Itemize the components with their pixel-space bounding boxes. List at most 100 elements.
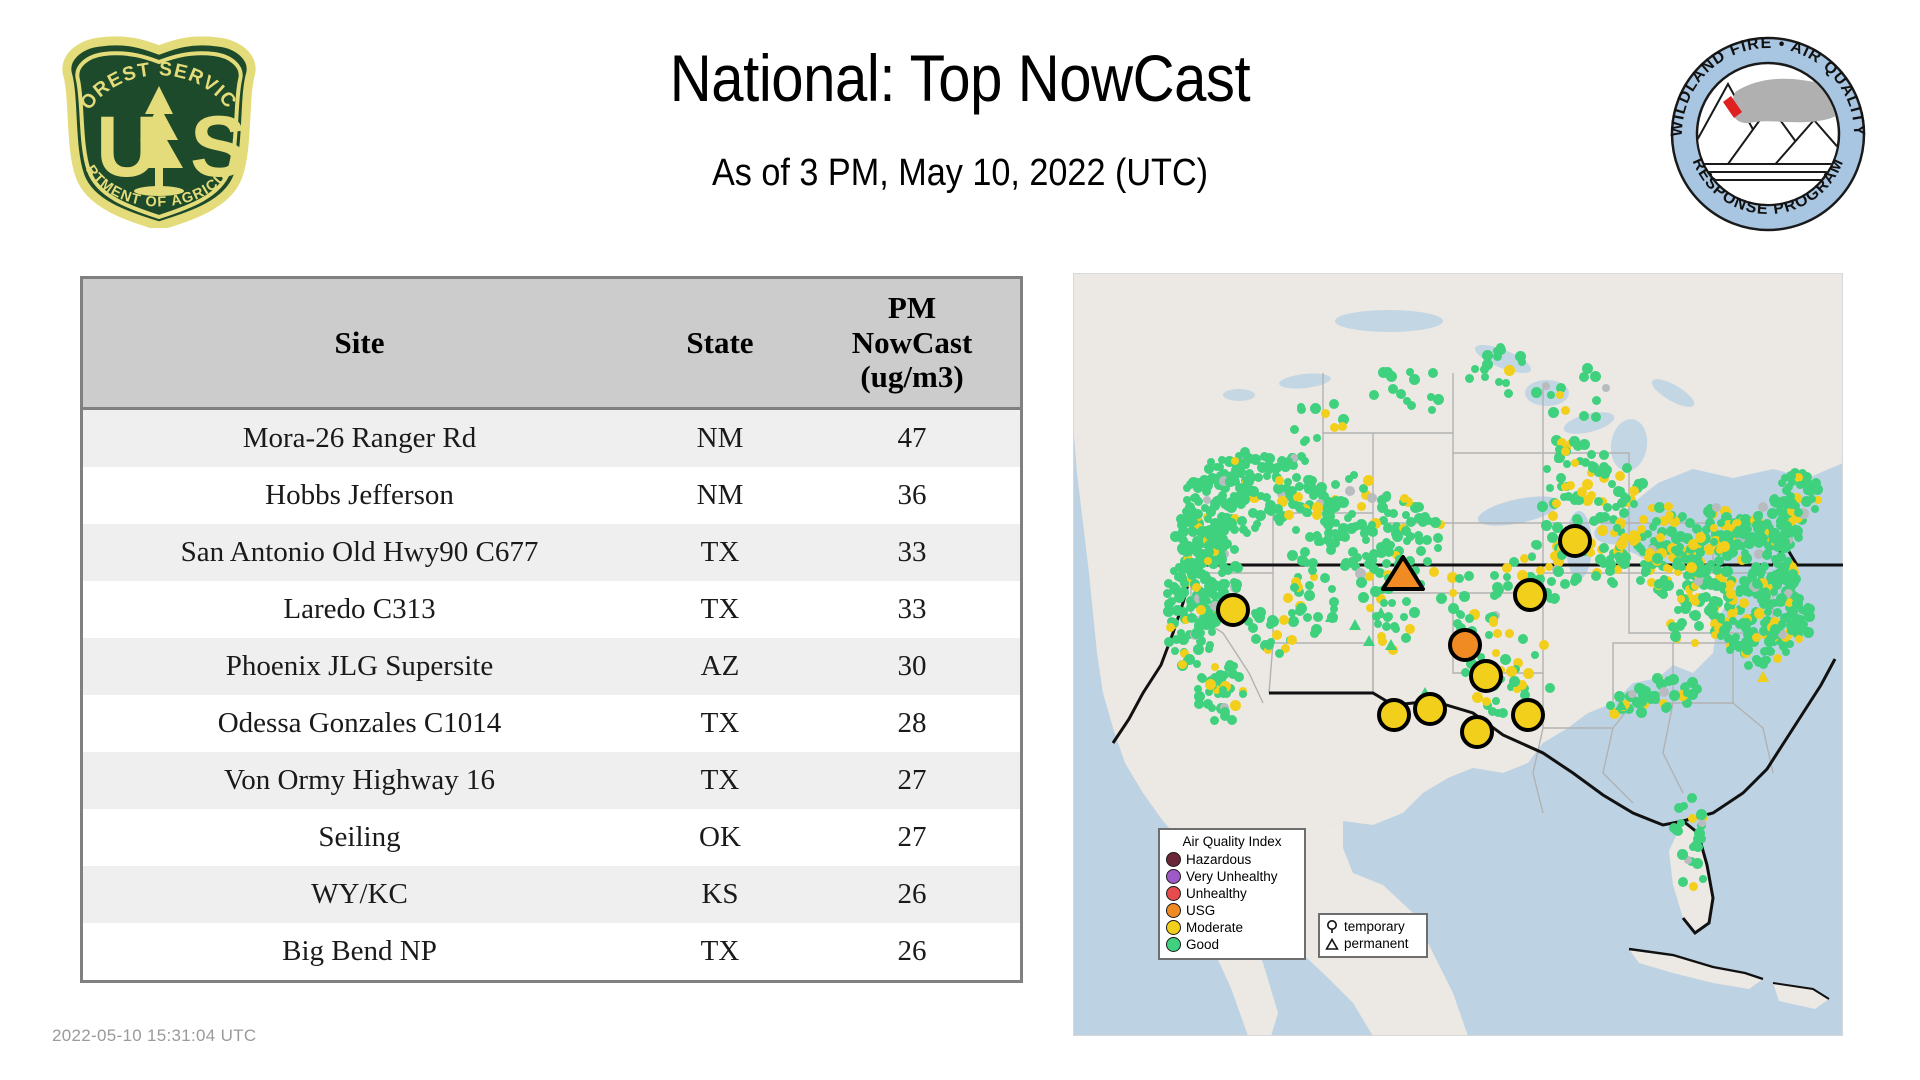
station-dot xyxy=(1191,492,1201,502)
station-dot xyxy=(1725,645,1734,654)
station-dot xyxy=(1754,565,1762,574)
station-dot xyxy=(1698,835,1707,844)
station-dot xyxy=(1799,475,1811,487)
station-dot xyxy=(1638,548,1647,557)
flame-marker xyxy=(1723,96,1742,118)
station-dot xyxy=(1771,599,1780,608)
top-site-marker-circle[interactable] xyxy=(1558,524,1592,558)
station-dot xyxy=(1594,496,1604,506)
air-quality-map[interactable]: Air Quality Index Hazardous Very Unhealth… xyxy=(1073,273,1843,1036)
station-dot xyxy=(1547,390,1556,399)
station-dot xyxy=(1680,682,1690,692)
top-site-marker-circle[interactable] xyxy=(1511,698,1545,732)
station-dot xyxy=(1707,560,1716,569)
station-dot xyxy=(1538,639,1549,650)
top-site-marker-circle[interactable] xyxy=(1413,692,1447,726)
station-dot xyxy=(1734,640,1746,652)
station-dot xyxy=(1307,565,1317,575)
station-dot xyxy=(1220,707,1231,718)
station-dot xyxy=(1430,517,1442,529)
station-dot xyxy=(1765,583,1775,593)
top-site-marker-circle[interactable] xyxy=(1460,715,1494,749)
station-dot xyxy=(1628,690,1637,699)
station-dot xyxy=(1171,647,1180,656)
station-dot xyxy=(1186,595,1197,606)
table-header-row: Site State PM NowCast (ug/m3) xyxy=(81,277,1022,411)
station-dot xyxy=(1378,515,1388,525)
station-dot xyxy=(1553,566,1565,578)
station-dot xyxy=(1361,489,1372,500)
station-dot xyxy=(1600,512,1611,523)
station-dot xyxy=(1200,504,1209,513)
station-dot xyxy=(1773,608,1783,618)
station-dot xyxy=(1428,566,1439,577)
station-dot xyxy=(1742,617,1752,627)
site-cell: San Antonio Old Hwy90 C677 xyxy=(81,524,636,582)
station-dot xyxy=(1239,493,1251,505)
station-dot xyxy=(1774,567,1784,577)
station-dot xyxy=(1423,557,1433,567)
station-dot xyxy=(1674,530,1686,542)
top-site-marker-circle[interactable] xyxy=(1216,593,1250,627)
station-dot xyxy=(1615,538,1627,550)
top-site-marker-circle[interactable] xyxy=(1448,628,1482,662)
station-dot xyxy=(1202,486,1212,496)
station-dot xyxy=(1791,619,1802,630)
top-site-marker-circle[interactable] xyxy=(1513,578,1547,612)
station-dot xyxy=(1231,583,1241,593)
station-dot xyxy=(1284,456,1294,466)
station-dot xyxy=(1643,529,1652,538)
station-dot xyxy=(1366,554,1378,566)
station-dot xyxy=(1749,637,1760,648)
station-dot xyxy=(1738,542,1747,551)
station-dot xyxy=(1186,612,1197,623)
top-site-marker-circle[interactable] xyxy=(1469,659,1503,693)
station-dot xyxy=(1176,514,1187,525)
station-dot xyxy=(1222,565,1233,576)
station-dot xyxy=(1218,525,1229,536)
station-dot xyxy=(1669,689,1681,701)
station-dot xyxy=(1682,600,1692,610)
station-dot xyxy=(1465,658,1477,670)
station-dot xyxy=(1381,622,1391,632)
station-dot xyxy=(1523,667,1535,679)
table-row: San Antonio Old Hwy90 C677 TX 33 xyxy=(81,524,1022,582)
station-dot xyxy=(1281,483,1293,495)
station-dot xyxy=(1231,466,1240,475)
station-dot xyxy=(1248,486,1257,495)
table-row: Big Bend NP TX 26 xyxy=(81,923,1022,982)
station-dot xyxy=(1739,598,1750,609)
station-dot xyxy=(1378,367,1390,378)
station-dot xyxy=(1433,532,1444,543)
station-dot xyxy=(1547,577,1557,587)
station-dot xyxy=(1220,702,1230,712)
station-dot xyxy=(1811,477,1822,488)
station-dot xyxy=(1411,566,1421,576)
station-dot xyxy=(1290,582,1300,592)
station-dot xyxy=(1213,539,1223,550)
station-dot xyxy=(1590,371,1602,383)
station-dot xyxy=(1794,635,1803,644)
station-dot xyxy=(1658,515,1669,526)
aqi-legend-label: Good xyxy=(1186,937,1220,952)
station-dot xyxy=(1235,490,1245,500)
station-dot xyxy=(1638,532,1647,541)
station-dot xyxy=(1748,627,1758,637)
station-dot xyxy=(1764,542,1773,551)
legend-row-temporary: temporary xyxy=(1325,918,1421,935)
station-dot xyxy=(1186,602,1196,612)
station-dot xyxy=(1710,538,1719,547)
station-dot xyxy=(1757,536,1767,546)
station-dot xyxy=(1303,558,1312,567)
station-dot xyxy=(1758,599,1769,610)
station-dot xyxy=(1613,524,1622,533)
station-dot xyxy=(1563,459,1572,468)
top-site-marker-triangle[interactable] xyxy=(1380,553,1426,593)
aqi-legend-items: Hazardous Very Unhealthy Unhealthy USG Moder… xyxy=(1166,851,1298,953)
station-dot xyxy=(1608,579,1618,589)
top-site-marker-circle[interactable] xyxy=(1377,698,1411,732)
station-dot xyxy=(1663,501,1673,511)
station-dot xyxy=(1199,474,1211,486)
station-dot xyxy=(1618,507,1629,518)
station-dot xyxy=(1551,435,1563,447)
